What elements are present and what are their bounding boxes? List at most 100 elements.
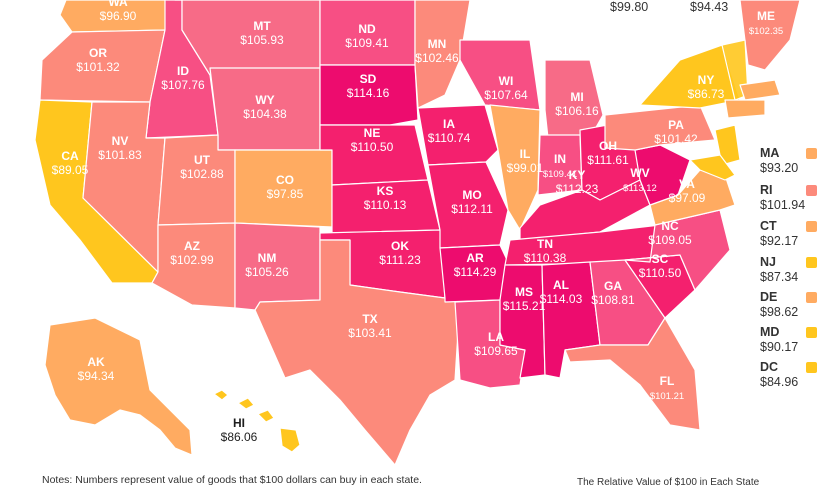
state-value-ak: $94.34 (78, 369, 115, 383)
state-value-mn: $102.46 (415, 51, 459, 65)
state-label-co: CO (276, 173, 294, 187)
legend-item-ri: RI $101.94 (760, 183, 840, 212)
legend-abbr: CT (760, 219, 777, 233)
state-value-nm: $105.26 (245, 265, 289, 279)
state-value-co: $97.85 (267, 187, 304, 201)
legend-swatch (806, 220, 817, 232)
top-value-1: $99.80 (610, 0, 649, 14)
state-ak (44, 317, 193, 456)
state-label-az: AZ (184, 239, 200, 253)
state-value-ar: $114.29 (454, 265, 497, 279)
state-value-tn: $110.38 (524, 251, 567, 265)
state-label-oh: OH (599, 139, 617, 153)
state-value-tx: $103.41 (348, 326, 392, 340)
state-nj (714, 124, 741, 166)
state-label-nd: ND (358, 22, 376, 36)
state-me (739, 0, 801, 71)
state-va (649, 169, 736, 226)
state-label-me: ME (757, 9, 775, 23)
state-label-al: AL (553, 278, 569, 292)
state-or (39, 29, 166, 103)
state-label-wy: WY (255, 93, 274, 107)
legend-item-ct: CT $92.17 (760, 219, 840, 248)
state-label-nm: NM (258, 251, 277, 265)
state-label-mi: MI (570, 90, 583, 104)
state-label-nc: NC (661, 219, 679, 233)
legend-item-de: DE $98.62 (760, 290, 840, 319)
state-label-ks: KS (377, 184, 394, 198)
state-label-ok: OK (391, 239, 409, 253)
state-label-pa: PA (668, 118, 684, 132)
legend-value: $90.17 (760, 340, 799, 354)
source-title: The Relative Value of $100 in Each State (577, 477, 760, 488)
state-value-ne: $110.50 (351, 140, 394, 154)
state-md-de (689, 154, 736, 181)
state-label-ar: AR (466, 251, 484, 265)
state-value-sd: $114.16 (347, 86, 390, 100)
legend-abbr: DE (760, 290, 778, 304)
state-ct-ri (724, 99, 766, 119)
state-tx (254, 239, 461, 466)
state-label-ne: NE (364, 126, 381, 140)
state-value-ok: $111.23 (379, 253, 421, 267)
legend-value: $84.96 (760, 375, 799, 389)
legend-value: $93.20 (760, 161, 799, 175)
state-label-ga: GA (604, 279, 622, 293)
state-value-ga: $108.81 (591, 293, 635, 307)
state-value-fl: $101.21 (650, 391, 684, 402)
state-labels: WA$96.90OR$101.32CA$89.05ID$107.76NV$101… (52, 0, 784, 444)
state-label-sd: SD (360, 72, 377, 86)
legend-swatch (806, 147, 817, 159)
top-value-2: $94.43 (690, 0, 729, 14)
state-value-oh: $111.61 (587, 153, 629, 167)
legend-swatch (806, 291, 817, 303)
state-label-tx: TX (362, 312, 377, 326)
state-nc (624, 209, 731, 291)
state-label-ak: AK (87, 355, 105, 369)
state-value-wa: $96.90 (100, 9, 137, 23)
state-label-mn: MN (428, 37, 447, 51)
state-mn (414, 0, 471, 109)
state-label-mt: MT (253, 19, 271, 33)
legend-item-md: MD $90.17 (760, 325, 840, 354)
state-value-ky: $112.23 (556, 182, 599, 196)
legend-item-dc: DC $84.96 (760, 360, 840, 389)
state-label-il: IL (520, 147, 531, 161)
state-label-ky: KY (569, 168, 586, 182)
state-value-mi: $106.16 (555, 104, 599, 118)
notes-text: Notes: Numbers represent value of goods … (42, 474, 422, 486)
legend-swatch (806, 184, 817, 196)
legend-abbr: NJ (760, 255, 776, 269)
legend-value: $87.34 (760, 270, 799, 284)
state-label-or: OR (89, 46, 107, 60)
state-value-nd: $109.41 (345, 36, 389, 50)
state-label-tn: TN (537, 237, 553, 251)
state-value-wi: $107.64 (484, 88, 528, 102)
state-value-va: $97.09 (669, 191, 706, 205)
state-label-ms: MS (515, 285, 533, 299)
state-value-or: $101.32 (76, 60, 120, 74)
state-sd (319, 64, 419, 126)
state-value-nv: $101.83 (98, 148, 142, 162)
state-value-sc: $110.50 (639, 266, 682, 280)
state-label-ny: NY (698, 73, 715, 87)
legend-value: $101.94 (760, 198, 806, 212)
state-mt (174, 0, 321, 76)
state-value-ia: $110.74 (428, 131, 471, 145)
legend-swatch (806, 361, 817, 373)
state-value-ca: $89.05 (52, 163, 89, 177)
state-value-ny: $86.73 (688, 87, 725, 101)
state-label-wv: WV (630, 166, 649, 180)
state-fl (564, 317, 701, 431)
state-value-al: $114.03 (540, 292, 583, 306)
state-label-id: ID (177, 64, 189, 78)
legend-abbr: RI (760, 183, 773, 197)
legend-value: $92.17 (760, 234, 799, 248)
legend-swatch (806, 256, 817, 268)
state-value-hi: $86.06 (221, 430, 258, 444)
state-label-va: VA (679, 177, 695, 191)
state-label-sc: SC (652, 252, 669, 266)
state-label-hi: HI (233, 416, 245, 430)
state-value-wv: $113.12 (623, 183, 657, 194)
